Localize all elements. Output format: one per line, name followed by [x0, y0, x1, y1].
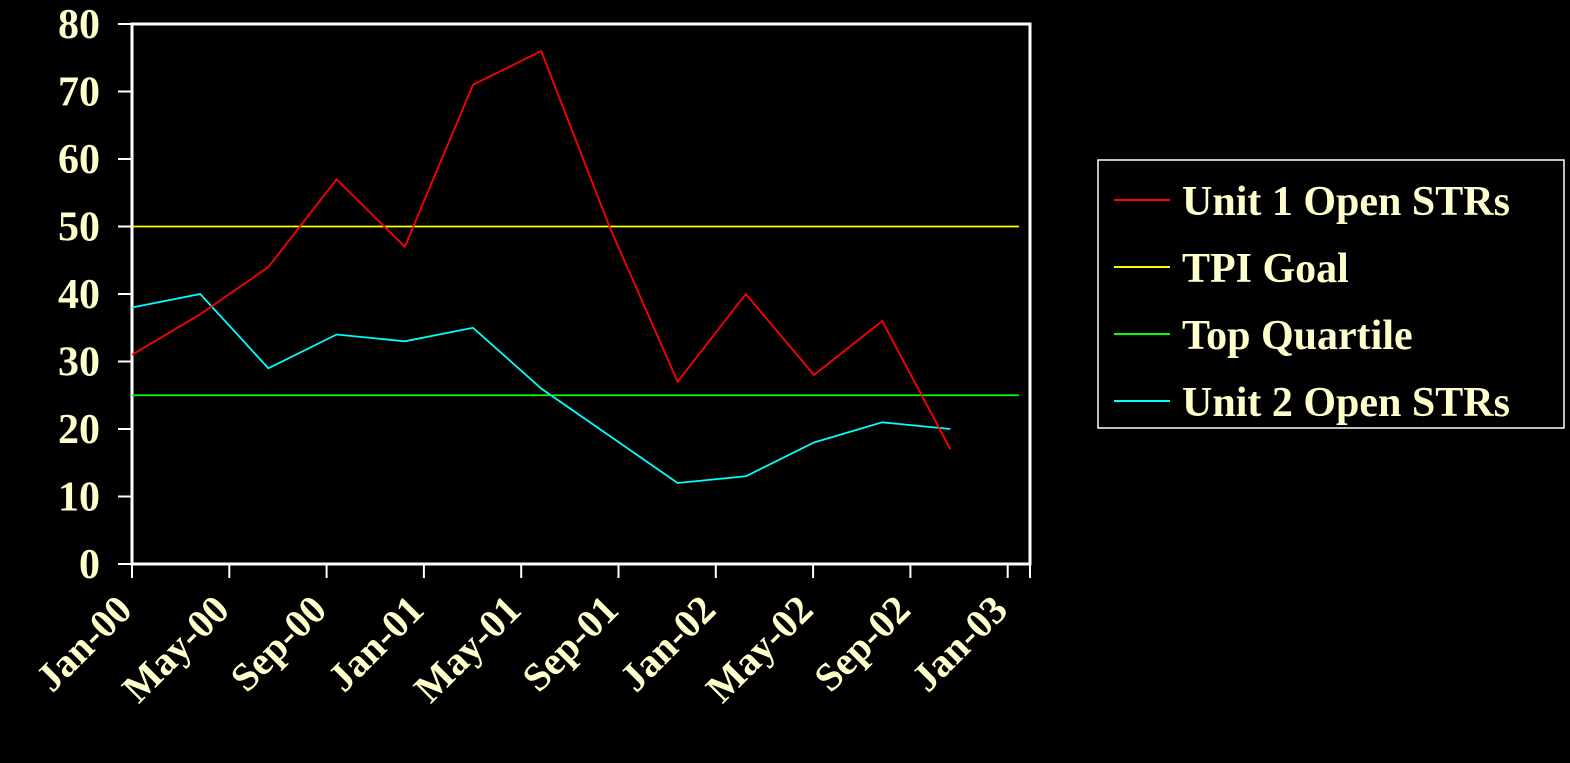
y-tick-label: 80	[58, 2, 100, 48]
plot-area	[130, 22, 1032, 566]
series-line-unit-2-open-strs	[131, 293, 951, 484]
series-line-unit-1-open-strs	[131, 49, 952, 450]
legend-box	[1097, 159, 1565, 429]
legend-label: TPI Goal	[1182, 246, 1349, 292]
y-tick-label: 20	[58, 407, 100, 453]
y-tick-label: 70	[58, 70, 100, 116]
y-tick-label: 40	[58, 272, 100, 318]
x-tick-label: Sep-02	[805, 587, 919, 701]
y-tick-label: 0	[79, 542, 100, 588]
series-lines	[131, 49, 1019, 484]
x-tick-label: May-02	[697, 587, 822, 712]
x-tick-label: Jan-03	[903, 587, 1017, 701]
x-axis: Jan-00May-00Sep-00Jan-01May-01Sep-01Jan-…	[27, 564, 1031, 712]
background-glow	[939, 0, 1521, 55]
x-tick-label: Sep-01	[513, 587, 627, 701]
y-tick-label: 60	[58, 137, 100, 183]
x-tick-label: Sep-00	[221, 587, 335, 701]
y-tick-label: 30	[58, 340, 100, 386]
legend: Unit 1 Open STRs TPI Goal Top Quartile Unit…	[1097, 159, 1565, 429]
x-tick-label: May-01	[405, 587, 530, 712]
y-axis: 0 10 20 30 40 50 60 70 80	[58, 2, 132, 588]
legend-label: Unit 1 Open STRs	[1182, 179, 1510, 225]
y-tick-label: 10	[58, 475, 100, 521]
legend-label: Top Quartile	[1182, 313, 1413, 359]
x-tick-label: May-00	[113, 587, 238, 712]
y-tick-label: 50	[58, 205, 100, 251]
legend-label: Unit 2 Open STRs	[1182, 380, 1510, 426]
